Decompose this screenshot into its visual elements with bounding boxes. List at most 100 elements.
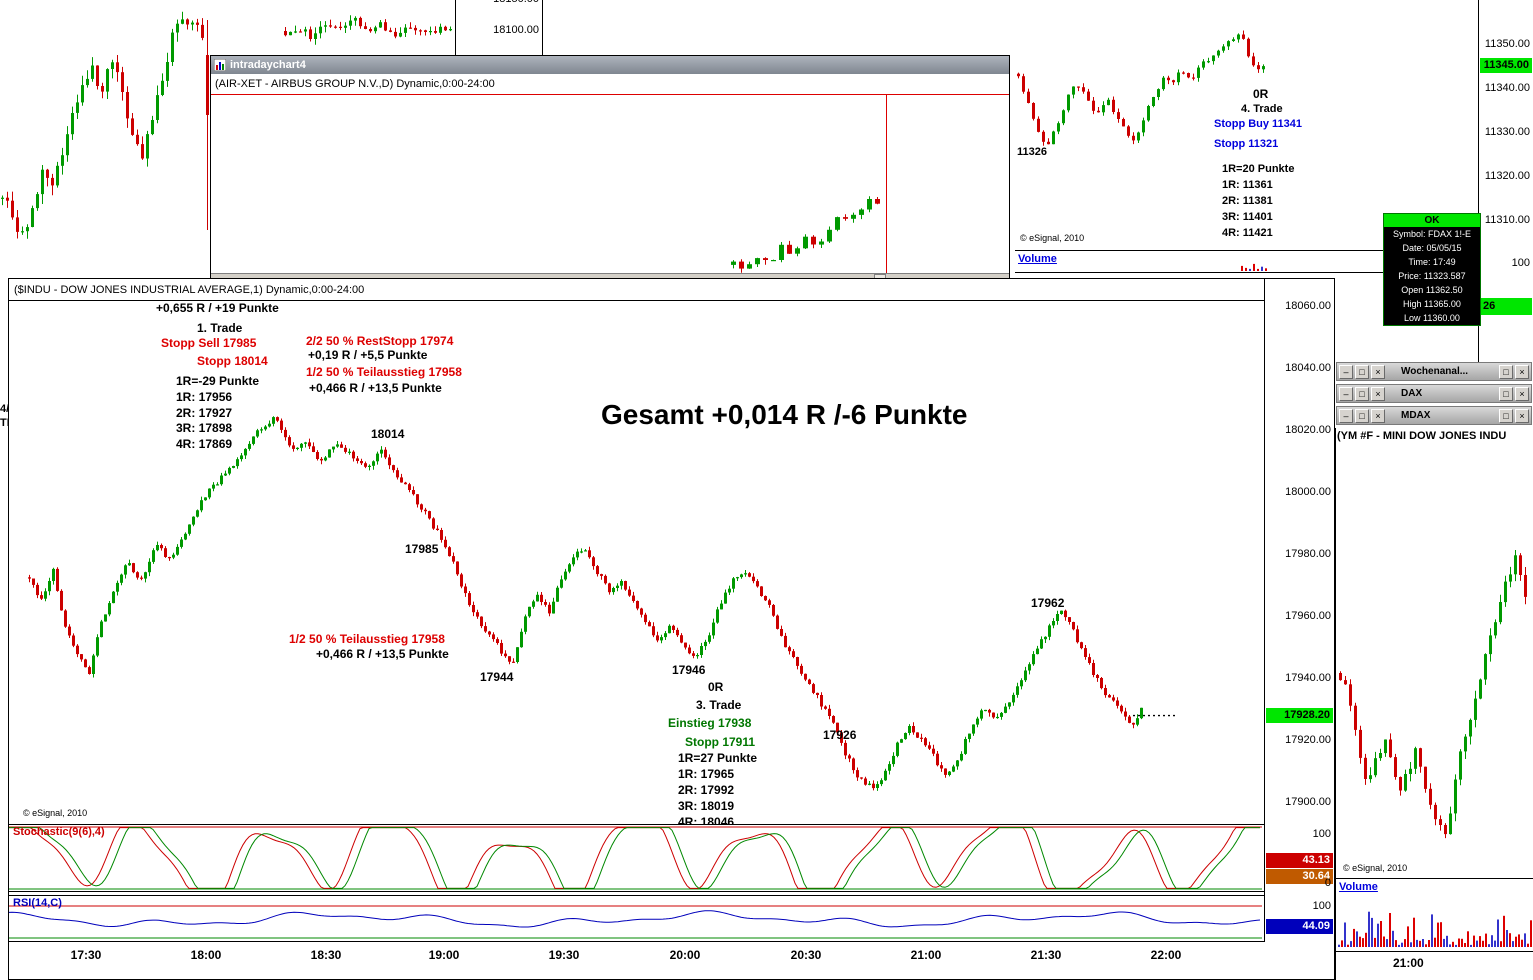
crosshair-horizontal-line xyxy=(211,94,1009,95)
tooltip-row: High 11365.00 xyxy=(1403,299,1461,309)
stoch-signal-badge: 30.64 xyxy=(1266,869,1333,884)
price-scale-label: 18000.00 xyxy=(1285,486,1331,498)
trade1-r1: 1R: 17956 xyxy=(176,390,233,404)
tooltip-ok-button[interactable]: OK xyxy=(1384,214,1480,227)
window-bar-title: DAX xyxy=(1401,388,1423,399)
price-scale-label: 11310.00 xyxy=(1484,214,1530,226)
rsi-value-badge: 44.09 xyxy=(1266,919,1333,934)
pane-divider xyxy=(9,824,1334,825)
trade1-result: +0,655 R / +19 Punkte xyxy=(156,301,279,315)
price-scale-label: 17920.00 xyxy=(1285,734,1331,746)
rsi-label: RSI(14,C) xyxy=(13,897,62,909)
pane-divider xyxy=(1015,250,1478,251)
restore-button[interactable]: □ xyxy=(1355,386,1369,401)
time-axis-label: 22:00 xyxy=(1150,948,1182,962)
mid-teil-result: +0,466 R / +13,5 Punkte xyxy=(316,647,449,661)
restore-button[interactable]: □ xyxy=(1355,408,1369,423)
price-scale-label: 18100.00 xyxy=(493,24,539,36)
close-button[interactable]: × xyxy=(1515,408,1529,423)
time-axis-label: 19:00 xyxy=(428,948,460,962)
time-axis-label: 20:30 xyxy=(790,948,822,962)
price-scale-label: 11360.00 xyxy=(1485,0,1530,2)
restore-button[interactable]: □ xyxy=(1499,386,1513,401)
trade3-r1: 1R: 17965 xyxy=(678,767,735,781)
intraday-symbol-title: (AIR-XET - AIRBUS GROUP N.V.,D) Dynamic,… xyxy=(215,78,495,90)
volume-label: Volume xyxy=(1018,253,1057,265)
fdax-stopp-label: Stopp 11321 xyxy=(1214,138,1279,150)
fdax-r3-label: 3R: 11401 xyxy=(1222,211,1273,223)
price-scale-label: 18150.00 xyxy=(493,0,539,5)
time-axis-label: 17:30 xyxy=(70,948,102,962)
restore-button[interactable]: □ xyxy=(1499,364,1513,379)
price-scale-label: 17960.00 xyxy=(1285,610,1331,622)
price-point-label: 17926 xyxy=(823,728,857,742)
price-point-label: 17985 xyxy=(405,542,439,556)
dow-candlestick-chart xyxy=(28,416,1175,791)
fdax-0r-label: 0R xyxy=(1253,87,1269,101)
partial-price-badge: 26 xyxy=(1480,298,1532,315)
window-bar-wochenanal[interactable]: – □ × Wochenanal... □ × xyxy=(1336,362,1532,381)
price-point-label: 17946 xyxy=(672,663,706,677)
tooltip-row: Low 11360.00 xyxy=(1404,313,1460,323)
pane-divider xyxy=(1335,951,1533,952)
restore-button[interactable]: □ xyxy=(1499,408,1513,423)
price-point-label: 18014 xyxy=(371,427,405,441)
fdax-trade-label: 4. Trade xyxy=(1241,103,1283,115)
pane-divider xyxy=(1335,878,1533,879)
esignal-copyright: © eSignal, 2010 xyxy=(1020,233,1085,243)
ym-chart-title: (YM #F - MINI DOW JONES INDU xyxy=(1337,430,1507,442)
close-button[interactable]: × xyxy=(1371,386,1385,401)
trade2-teilausstieg: 1/2 50 % Teilausstieg 17958 xyxy=(306,365,462,379)
tooltip-row: Price: 11323.587 xyxy=(1398,271,1466,281)
price-point-label: 17944 xyxy=(480,670,514,684)
minimized-window-list: – □ × Wochenanal... □ × – □ × DAX □ × – □ × MDAX □ × xyxy=(1335,362,1533,428)
tooltip-row: Time: 17:49 xyxy=(1408,257,1456,267)
price-scale-label: 18040.00 xyxy=(1285,362,1331,374)
tooltip-row: Open 11362.50 xyxy=(1401,285,1463,295)
ym-candlestick-chart xyxy=(1339,550,1527,839)
background-window-fragment: TR xyxy=(0,417,10,429)
price-scale-label: 17940.00 xyxy=(1285,672,1331,684)
trade3-r3: 3R: 18019 xyxy=(678,799,735,813)
pane-divider xyxy=(9,941,1334,942)
time-axis-label: 21:00 xyxy=(910,948,942,962)
window-bar-mdax[interactable]: – □ × MDAX □ × xyxy=(1336,406,1532,425)
trade2-rest-stopp: 2/2 50 % RestStopp 17974 xyxy=(306,334,454,348)
price-scale-label: 11330.00 xyxy=(1484,126,1530,138)
time-axis-label: 18:00 xyxy=(190,948,222,962)
pane-divider xyxy=(1015,272,1478,273)
restore-button[interactable]: □ xyxy=(1355,364,1369,379)
fdax-r1-label: 1R: 11361 xyxy=(1222,179,1273,191)
fdax-low-price-label: 11326 xyxy=(1017,146,1047,158)
rsi-pane: RSI(14,C) xyxy=(8,896,1264,941)
price-scale-label: 18060.00 xyxy=(1285,300,1331,312)
intraday-titlebar[interactable]: intradaychart4 xyxy=(211,56,1009,74)
minimize-button[interactable]: – xyxy=(1339,386,1353,401)
close-button[interactable]: × xyxy=(1515,386,1529,401)
price-scale-label: 17980.00 xyxy=(1285,548,1331,560)
background-candlestick-chart xyxy=(1,11,452,239)
rsi-line xyxy=(8,905,1262,939)
intraday-candlestick-chart xyxy=(731,196,880,273)
minimize-button[interactable]: – xyxy=(1339,364,1353,379)
rsi-scale-top: 100 xyxy=(1312,900,1331,912)
esignal-copyright: © eSignal, 2010 xyxy=(23,808,88,818)
window-bar-title: Wochenanal... xyxy=(1401,366,1469,377)
close-button[interactable]: × xyxy=(1515,364,1529,379)
close-button[interactable]: × xyxy=(1371,408,1385,423)
fdax-r4-label: 4R: 11421 xyxy=(1222,227,1273,239)
volume-bars xyxy=(1338,911,1532,947)
tooltip-body: Symbol: FDAX 1!-E Date: 05/05/15 Time: 17:… xyxy=(1384,227,1480,325)
intraday-chart-window: intradaychart4 (AIR-XET - AIRBUS GROUP N… xyxy=(210,55,1010,285)
dow-price-scale: 18060.00 18040.00 18020.00 18000.00 17980.00… xyxy=(1264,279,1334,942)
window-bar-title: MDAX xyxy=(1401,410,1431,421)
trade1-r2: 2R: 17927 xyxy=(176,406,233,420)
window-bar-dax[interactable]: – □ × DAX □ × xyxy=(1336,384,1532,403)
right-panel: – □ × Wochenanal... □ × – □ × DAX □ × – □ × MDAX □ × (YM … xyxy=(1335,362,1533,980)
close-button[interactable]: × xyxy=(1371,364,1385,379)
fdax-volume-bars xyxy=(1241,263,1267,271)
window-border xyxy=(1335,428,1336,980)
minimize-button[interactable]: – xyxy=(1339,408,1353,423)
stoch-scale-top: 100 xyxy=(1312,828,1331,840)
fdax-price-scale: 11360.00 11350.00 11340.00 11330.00 11320.00… xyxy=(1479,0,1533,362)
